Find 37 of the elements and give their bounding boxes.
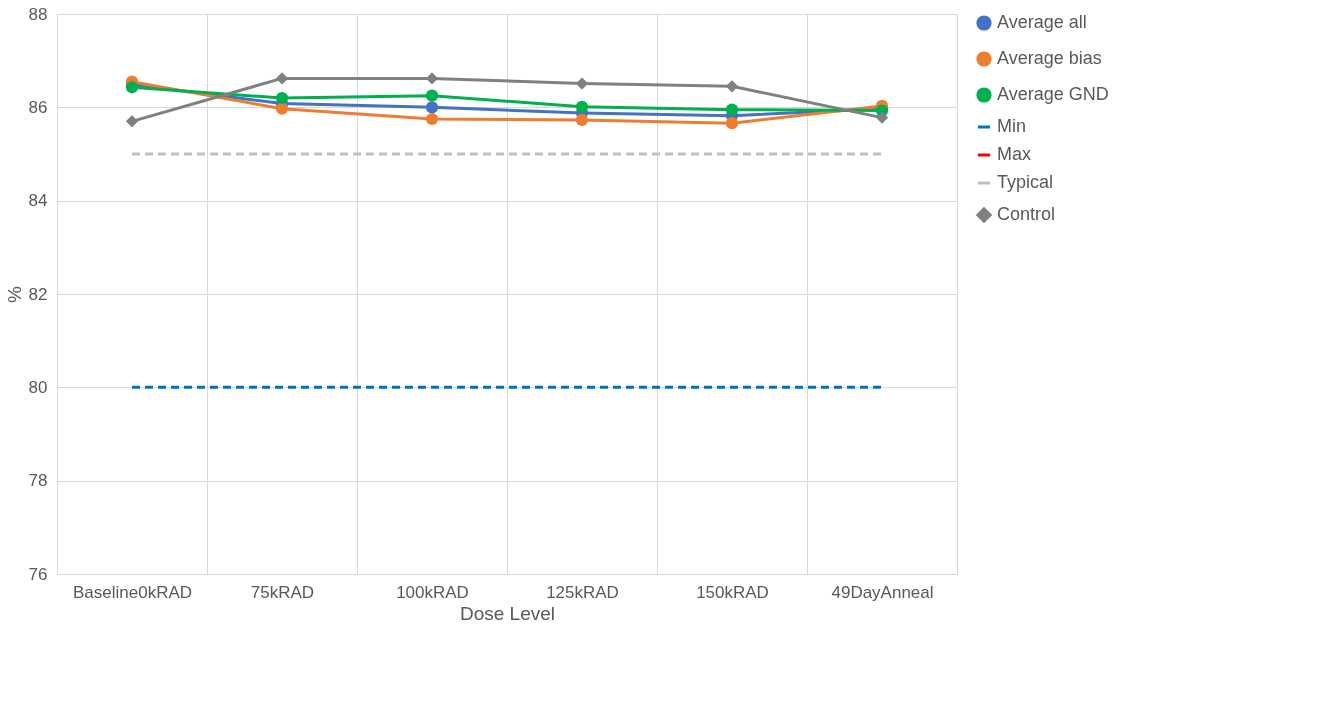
point: [575, 113, 589, 127]
point: [425, 101, 439, 114]
legend-label: Average bias: [997, 48, 1102, 68]
point: [575, 77, 589, 90]
legend-label: Min: [997, 116, 1027, 136]
x-tick-label: 100kRAD: [396, 582, 469, 602]
y-axis-title: %: [3, 285, 25, 303]
point: [725, 80, 739, 93]
y-tick-label: 84: [28, 191, 48, 211]
y-tick-label: 88: [28, 4, 48, 24]
point: [575, 100, 589, 113]
y-tick-label: 78: [28, 471, 48, 491]
x-tick-label: 125kRAD: [546, 582, 619, 602]
legend-label: Average GND: [997, 84, 1109, 104]
x-axis-title: Dose Level: [459, 602, 556, 624]
point: [275, 72, 289, 85]
point: [725, 117, 739, 130]
x-tick-label: Baseline0kRAD: [72, 582, 193, 602]
legend-label: Control: [997, 204, 1056, 224]
point: [875, 111, 889, 124]
legend-label: Max: [997, 144, 1032, 164]
x-tick-label: 49DayAnneal: [831, 582, 934, 602]
y-tick-label: 76: [28, 564, 48, 584]
legend-label: Typical: [997, 172, 1054, 192]
legend-label: Average all: [997, 12, 1087, 32]
y-tick-label: 80: [28, 377, 48, 397]
point: [275, 91, 289, 105]
y-tick-label: 82: [28, 284, 48, 304]
x-tick-label: 75kRAD: [250, 582, 315, 602]
point: [425, 112, 439, 126]
point: [275, 102, 289, 115]
point: [425, 89, 439, 102]
y-tick-label: 86: [28, 97, 48, 117]
x-tick-label: 150kRAD: [696, 582, 769, 602]
point: [125, 115, 139, 128]
point: [425, 72, 439, 85]
point: [725, 103, 739, 116]
